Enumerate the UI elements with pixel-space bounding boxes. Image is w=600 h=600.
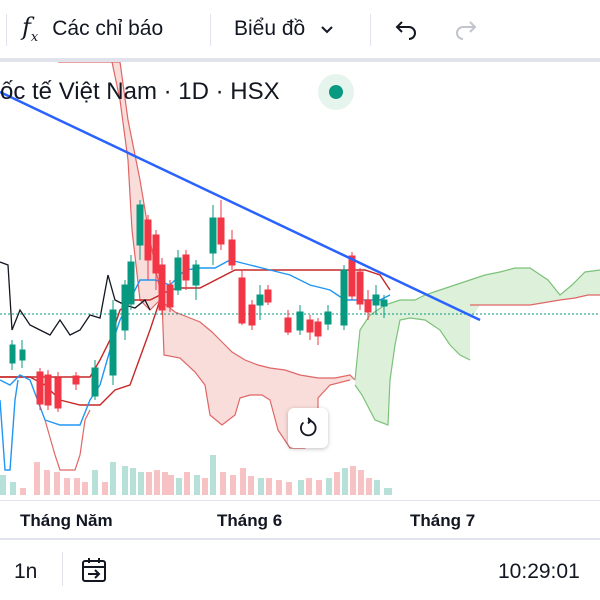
red-low-line: [44, 409, 91, 471]
reset-chart-button[interactable]: [288, 408, 328, 448]
time-axis-label: Tháng 7: [410, 511, 476, 530]
cloud-bull-area: [355, 268, 600, 425]
clock-display: 10:29:01: [498, 560, 580, 583]
candles: [9, 200, 388, 412]
volume-bars: [0, 455, 392, 495]
cloud-bear-area: [58, 62, 355, 448]
chart-type-button[interactable]: Biểu đồ: [234, 0, 335, 58]
redo-icon: [456, 21, 477, 40]
toolbar-separator: [370, 14, 371, 46]
toolbar-separator: [210, 14, 211, 46]
bottom-separator: [62, 552, 63, 586]
senkou-span-b-red-line: [470, 294, 600, 306]
calendar-arrow-icon[interactable]: [80, 556, 108, 584]
time-axis-label: Tháng 6: [217, 511, 283, 530]
symbol-title: ốc tế Việt Nam · 1D · HSX: [0, 78, 280, 105]
time-axis-label: Tháng Năm: [20, 511, 113, 530]
reset-icon: [300, 417, 317, 437]
undo-button[interactable]: [394, 0, 418, 58]
fx-icon: fx: [22, 13, 39, 45]
price-chart[interactable]: [0, 62, 600, 500]
top-toolbar: fx Các chỉ báo Biểu đồ: [0, 0, 600, 62]
tenkan-line-2: [0, 379, 19, 471]
indicators-label: Các chỉ báo: [52, 17, 164, 40]
redo-button[interactable]: [454, 0, 478, 58]
chevron-down-icon: [321, 26, 333, 34]
senkou-span-b-green-line: [354, 317, 471, 426]
interval-button[interactable]: 1n: [14, 560, 38, 583]
time-axis[interactable]: Tháng Năm Tháng 6 Tháng 7: [0, 500, 600, 538]
chart-type-label: Biểu đồ: [234, 17, 306, 40]
trend-line: [0, 90, 481, 322]
market-status-indicator[interactable]: [318, 74, 354, 110]
symbol-legend[interactable]: ốc tế Việt Nam · 1D · HSX: [0, 72, 280, 112]
undo-icon: [395, 21, 416, 40]
bottom-bar: 1n 10:29:01: [0, 538, 600, 600]
indicators-button[interactable]: fx Các chỉ báo: [22, 0, 163, 58]
status-dot-icon: [329, 85, 343, 99]
senkou-span-b-line: [111, 62, 356, 381]
toolbar-separator: [6, 14, 7, 46]
